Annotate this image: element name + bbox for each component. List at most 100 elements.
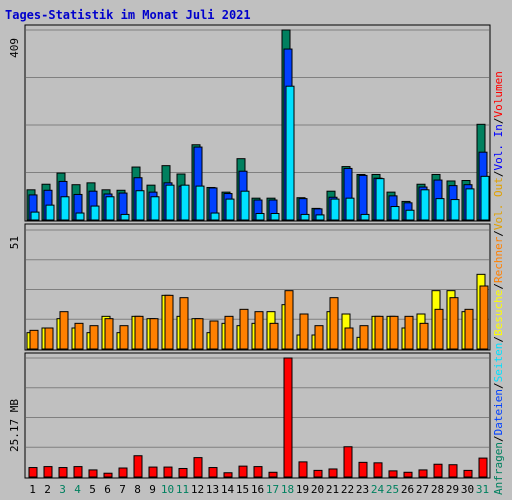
bar-volume-volumen-day-13 <box>208 467 218 478</box>
day-label-21: 21 <box>326 483 339 496</box>
scale-label-hits: 409 <box>8 38 21 58</box>
bar-hits-seiten-day-9 <box>150 196 160 221</box>
bar-volume-volumen-day-16 <box>253 466 263 478</box>
bar-sessions-rechner-day-6 <box>104 318 114 350</box>
bar-sessions-rechner-day-24 <box>374 315 384 350</box>
bar-sessions-rechner-day-22 <box>344 327 354 350</box>
day-label-6: 6 <box>104 483 111 496</box>
bar-volume-volumen-day-14 <box>223 472 233 478</box>
bar-hits-seiten-day-17 <box>270 212 280 221</box>
bar-hits-seiten-day-31 <box>480 175 490 221</box>
day-label-5: 5 <box>89 483 96 496</box>
bar-volume-volumen-day-2 <box>43 466 53 478</box>
bar-hits-dateien-day-23 <box>358 174 368 221</box>
legend-entry-dateien: Dateien <box>492 389 505 435</box>
day-label-11: 11 <box>176 483 189 496</box>
bar-hits-seiten-day-28 <box>435 198 445 221</box>
bar-sessions-rechner-day-3 <box>59 311 69 350</box>
bar-sessions-rechner-day-31 <box>479 285 489 350</box>
bar-sessions-rechner-day-4 <box>74 322 84 350</box>
bar-volume-volumen-day-22 <box>343 446 353 478</box>
bar-hits-seiten-day-24 <box>375 178 385 221</box>
bar-sessions-rechner-day-15 <box>239 308 249 350</box>
panel-frame-volume <box>24 352 491 479</box>
bar-volume-volumen-day-23 <box>358 461 368 478</box>
scale-label-sessions: 51 <box>8 236 21 249</box>
legend-separator: / <box>492 336 505 343</box>
day-label-12: 12 <box>191 483 204 496</box>
bar-sessions-rechner-day-13 <box>209 320 219 350</box>
bar-sessions-rechner-day-19 <box>299 313 309 350</box>
day-label-2: 2 <box>44 483 51 496</box>
bar-sessions-rechner-day-9 <box>149 318 159 350</box>
day-label-27: 27 <box>416 483 429 496</box>
day-axis: 1 2 3 4 5 6 7 8 9 10 11 12 13 14 15 16 17 18 19 20 21 22 23 24 2… <box>29 483 489 496</box>
day-label-25: 25 <box>386 483 399 496</box>
bar-hits-seiten-day-26 <box>405 209 415 221</box>
bar-volume-volumen-day-7 <box>118 467 128 478</box>
bar-hits-seiten-day-10 <box>165 184 175 221</box>
bar-hits-seiten-day-29 <box>450 199 460 221</box>
bar-hits-seiten-day-23 <box>360 213 370 221</box>
day-label-17: 17 <box>266 483 279 496</box>
bar-hits-seiten-day-2 <box>45 204 55 221</box>
bar-hits-seiten-day-7 <box>120 213 130 221</box>
bar-sessions-rechner-day-11 <box>179 297 189 350</box>
panel-sessions: 51 <box>8 223 491 351</box>
bar-volume-volumen-day-17 <box>268 471 278 478</box>
bar-hits-seiten-day-8 <box>135 190 145 221</box>
bar-sessions-rechner-day-5 <box>89 325 99 350</box>
bar-hits-seiten-day-27 <box>420 189 430 221</box>
bar-hits-seiten-day-25 <box>390 206 400 221</box>
legend-entry-volumen: Volumen <box>492 71 505 117</box>
bar-sessions-rechner-day-25 <box>389 315 399 350</box>
bar-volume-volumen-day-11 <box>178 467 188 478</box>
legend-entry-besuche: Besuche <box>492 290 505 336</box>
bar-sessions-rechner-day-29 <box>449 297 459 350</box>
legend-entry-vol-in: Vol. In <box>492 124 505 170</box>
bar-hits-seiten-day-13 <box>210 212 220 221</box>
bar-sessions-rechner-day-14 <box>224 315 234 350</box>
bar-sessions-rechner-day-7 <box>119 325 129 350</box>
panel-volume: 25.17 MB <box>8 352 491 479</box>
bar-sessions-rechner-day-12 <box>194 318 204 350</box>
legend: Anfragen/Dateien/Seiten/Besuche/Rechner/… <box>492 71 505 495</box>
bar-sessions-rechner-day-21 <box>329 297 339 350</box>
day-label-26: 26 <box>401 483 414 496</box>
legend-separator: / <box>492 117 505 124</box>
bar-hits-seiten-day-20 <box>315 214 325 221</box>
legend-separator: / <box>492 230 505 237</box>
legend-separator: / <box>492 435 505 442</box>
bar-hits-seiten-day-19 <box>300 213 310 221</box>
bar-volume-volumen-day-30 <box>463 469 473 478</box>
bar-volume-volumen-day-27 <box>418 469 428 478</box>
day-label-7: 7 <box>119 483 126 496</box>
bar-volume-volumen-day-4 <box>73 466 83 478</box>
bar-volume-volumen-day-1 <box>28 467 38 478</box>
bar-sessions-rechner-day-27 <box>419 322 429 350</box>
bar-hits-seiten-day-11 <box>180 184 190 221</box>
day-label-4: 4 <box>74 483 81 496</box>
bar-volume-volumen-day-6 <box>103 472 113 478</box>
day-label-15: 15 <box>236 483 249 496</box>
bar-hits-seiten-day-21 <box>330 198 340 221</box>
day-label-22: 22 <box>341 483 354 496</box>
day-label-24: 24 <box>371 483 385 496</box>
day-label-8: 8 <box>134 483 141 496</box>
day-label-10: 10 <box>161 483 174 496</box>
bar-hits-seiten-day-12 <box>195 185 205 221</box>
bar-volume-volumen-day-24 <box>373 462 383 478</box>
legend-entry-anfragen: Anfragen <box>492 442 505 495</box>
bar-volume-volumen-day-8 <box>133 455 143 478</box>
bar-sessions-rechner-day-2 <box>44 327 54 350</box>
bar-volume-volumen-day-20 <box>313 469 323 478</box>
bar-volume-volumen-day-29 <box>448 464 458 478</box>
chart-panels: 409 51 25.17 MB <box>8 24 491 479</box>
day-label-9: 9 <box>149 483 156 496</box>
bar-hits-seiten-day-1 <box>30 211 40 221</box>
bar-volume-volumen-day-25 <box>388 470 398 478</box>
bar-sessions-rechner-day-26 <box>404 315 414 350</box>
bar-hits-seiten-day-22 <box>345 197 355 221</box>
bar-volume-volumen-day-10 <box>163 466 173 478</box>
